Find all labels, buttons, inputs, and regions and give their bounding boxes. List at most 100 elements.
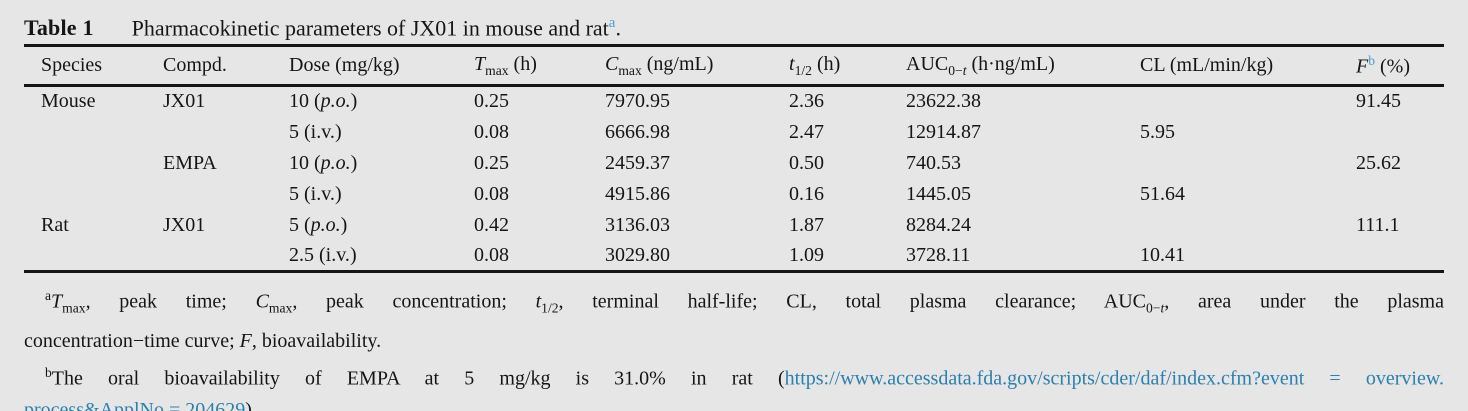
cell-cmax: 6666.98: [605, 117, 789, 148]
cell-dose: 2.5 (i.v.): [289, 241, 474, 272]
cell-thalf: 1.09: [789, 241, 906, 272]
page-root: Table 1 Pharmacokinetic parameters of JX0…: [0, 0, 1468, 411]
cell-cmax: 4915.86: [605, 179, 789, 210]
col-header-species: Species: [24, 46, 163, 86]
text-segment: F: [240, 330, 252, 352]
table-row: 5 (i.v.) 0.08 6666.98 2.47 12914.87 5.95: [24, 117, 1444, 148]
cell-auc: 8284.24: [906, 210, 1140, 241]
cell-species: [24, 179, 163, 210]
table-row: EMPA 10 (p.o.) 0.25 2459.37 0.50 740.53 …: [24, 148, 1444, 179]
cell-f: 111.1: [1356, 210, 1444, 241]
cell-dose: 5 (p.o.): [289, 210, 474, 241]
cell-species: [24, 241, 163, 272]
cell-auc: 23622.38: [906, 86, 1140, 117]
cell-auc: 3728.11: [906, 241, 1140, 272]
cell-f: 91.45: [1356, 86, 1444, 117]
cell-f: [1356, 117, 1444, 148]
cell-tmax: 0.08: [474, 179, 605, 210]
text-segment: max: [62, 301, 85, 316]
text-segment: 0−: [1146, 301, 1160, 316]
cell-cl: [1140, 148, 1356, 179]
cell-tmax: 0.08: [474, 241, 605, 272]
header-row: Species Compd. Dose (mg/kg) Tmax (h) Cma…: [24, 46, 1444, 86]
col-header-dose: Dose (mg/kg): [289, 46, 474, 86]
cell-thalf: 2.36: [789, 86, 906, 117]
cell-compd: [163, 241, 289, 272]
cell-compd: [163, 117, 289, 148]
col-header-thalf: t1/2 (h): [789, 46, 906, 86]
text-segment: concentration−time curve;: [24, 330, 240, 352]
fda-url-link-part2[interactable]: process&ApplNo = 204629: [24, 399, 245, 411]
text-segment: , area under the plasma: [1164, 291, 1444, 313]
footnotes-section: aTmax, peak time; Cmax, peak concentrati…: [24, 280, 1444, 411]
cell-dose: 10 (p.o.): [289, 86, 474, 117]
text-segment: C: [256, 291, 269, 313]
footnote-b-line1: bThe oral bioavailability of EMPA at 5 m…: [24, 357, 1444, 395]
pk-table: Species Compd. Dose (mg/kg) Tmax (h) Cma…: [24, 44, 1444, 273]
cell-thalf: 0.16: [789, 179, 906, 210]
cell-compd: JX01: [163, 86, 289, 117]
cell-thalf: 0.50: [789, 148, 906, 179]
cell-auc: 12914.87: [906, 117, 1140, 148]
cell-cl: 10.41: [1140, 241, 1356, 272]
cell-species: Rat: [24, 210, 163, 241]
cell-tmax: 0.08: [474, 117, 605, 148]
cell-cmax: 2459.37: [605, 148, 789, 179]
cell-tmax: 0.42: [474, 210, 605, 241]
cell-cmax: 3136.03: [605, 210, 789, 241]
text-segment: T: [51, 291, 62, 313]
cell-f: [1356, 241, 1444, 272]
cell-tmax: 0.25: [474, 86, 605, 117]
cell-species: [24, 148, 163, 179]
cell-compd: JX01: [163, 210, 289, 241]
col-header-cmax: Cmax (ng/mL): [605, 46, 789, 86]
cell-tmax: 0.25: [474, 148, 605, 179]
text-segment: , bioavailability.: [252, 330, 381, 352]
cell-cl: 5.95: [1140, 117, 1356, 148]
caption-text: Pharmacokinetic parameters of JX01 in mo…: [132, 15, 609, 40]
col-header-cl: CL (mL/min/kg): [1140, 46, 1356, 86]
text-segment: 1/2: [541, 301, 558, 316]
cell-thalf: 1.87: [789, 210, 906, 241]
table-row: 5 (i.v.) 0.08 4915.86 0.16 1445.05 51.64: [24, 179, 1444, 210]
text-segment: ).: [245, 399, 257, 411]
cell-cmax: 7970.95: [605, 86, 789, 117]
cell-auc: 1445.05: [906, 179, 1140, 210]
cell-compd: EMPA: [163, 148, 289, 179]
text-segment: max: [269, 301, 292, 316]
footnote-a-line1: aTmax, peak time; Cmax, peak concentrati…: [24, 280, 1444, 325]
table-row: Rat JX01 5 (p.o.) 0.42 3136.03 1.87 8284…: [24, 210, 1444, 241]
cell-dose: 5 (i.v.): [289, 179, 474, 210]
text-segment: , terminal half-life; CL, total plasma c…: [559, 291, 1146, 313]
text-segment: b: [45, 365, 52, 380]
footnote-a: aTmax, peak time; Cmax, peak concentrati…: [24, 280, 1444, 357]
text-segment: The oral bioavailability of EMPA at 5 mg…: [52, 367, 785, 389]
cell-dose: 10 (p.o.): [289, 148, 474, 179]
cell-f: 25.62: [1356, 148, 1444, 179]
footnote-b-line2: process&ApplNo = 204629).: [24, 394, 1444, 411]
cell-species: Mouse: [24, 86, 163, 117]
text-segment: , peak concentration;: [292, 291, 535, 313]
cell-compd: [163, 179, 289, 210]
cell-dose: 5 (i.v.): [289, 117, 474, 148]
table-row: Mouse JX01 10 (p.o.) 0.25 7970.95 2.36 2…: [24, 86, 1444, 117]
table-caption: Table 1 Pharmacokinetic parameters of JX0…: [24, 6, 1444, 44]
footnote-b: bThe oral bioavailability of EMPA at 5 m…: [24, 357, 1444, 411]
col-header-auc: AUC0−t (h·ng/mL): [906, 46, 1140, 86]
caption-label: Table 1: [24, 15, 94, 40]
cell-species: [24, 117, 163, 148]
cell-cl: 51.64: [1140, 179, 1356, 210]
cell-f: [1356, 179, 1444, 210]
caption-period: .: [615, 15, 621, 40]
cell-cl: [1140, 86, 1356, 117]
col-header-tmax: Tmax (h): [474, 46, 605, 86]
col-header-compd: Compd.: [163, 46, 289, 86]
cell-cl: [1140, 210, 1356, 241]
table-row: 2.5 (i.v.) 0.08 3029.80 1.09 3728.11 10.…: [24, 241, 1444, 272]
footnote-a-line2: concentration−time curve; F, bioavailabi…: [24, 325, 1444, 357]
text-segment: , peak time;: [86, 291, 256, 313]
cell-auc: 740.53: [906, 148, 1140, 179]
fda-url-link-part1[interactable]: https://www.accessdata.fda.gov/scripts/c…: [785, 367, 1444, 389]
cell-thalf: 2.47: [789, 117, 906, 148]
col-header-f: Fb (%): [1356, 46, 1444, 86]
